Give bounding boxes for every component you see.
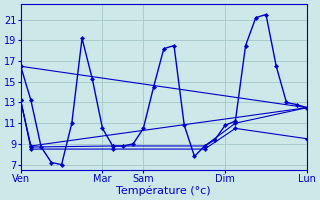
X-axis label: Température (°c): Température (°c)	[116, 185, 211, 196]
